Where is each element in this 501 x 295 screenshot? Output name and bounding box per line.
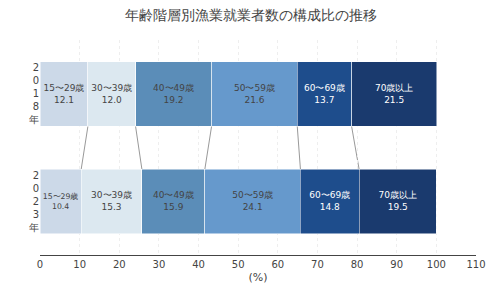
svg-text:30: 30 <box>153 259 166 270</box>
svg-text:20: 20 <box>113 259 126 270</box>
svg-text:70歳以上19.5: 70歳以上19.5 <box>378 190 416 212</box>
svg-text:15〜29歳10.4: 15〜29歳10.4 <box>43 192 79 211</box>
svg-text:70歳以上21.5: 70歳以上21.5 <box>375 83 413 105</box>
svg-text:60: 60 <box>271 259 284 270</box>
svg-text:50〜59歳21.6: 50〜59歳21.6 <box>234 83 275 105</box>
svg-text:(%): (%) <box>248 271 267 284</box>
svg-text:80: 80 <box>351 259 364 270</box>
svg-text:90: 90 <box>390 259 403 270</box>
svg-text:40〜49歳19.2: 40〜49歳19.2 <box>153 83 194 105</box>
svg-text:70: 70 <box>311 259 324 270</box>
svg-text:2023年: 2023年 <box>29 170 39 233</box>
svg-text:15〜29歳12.1: 15〜29歳12.1 <box>44 83 85 105</box>
svg-text:60〜69歳14.8: 60〜69歳14.8 <box>309 190 350 212</box>
svg-text:110: 110 <box>466 259 485 270</box>
svg-text:2018年: 2018年 <box>29 62 39 125</box>
svg-text:60〜69歳13.7: 60〜69歳13.7 <box>304 83 345 105</box>
svg-text:30〜39歳12.0: 30〜39歳12.0 <box>91 83 132 105</box>
svg-text:100: 100 <box>427 259 446 270</box>
svg-text:50〜59歳24.1: 50〜59歳24.1 <box>232 190 273 212</box>
svg-text:40〜49歳15.9: 40〜49歳15.9 <box>153 190 194 212</box>
svg-text:40: 40 <box>192 259 205 270</box>
svg-text:10: 10 <box>73 259 86 270</box>
svg-text:0: 0 <box>37 259 43 270</box>
svg-text:50: 50 <box>232 259 245 270</box>
svg-text:30〜39歳15.3: 30〜39歳15.3 <box>91 190 132 212</box>
svg-text:年齢階層別漁業就業者数の構成比の推移: 年齢階層別漁業就業者数の構成比の推移 <box>125 7 377 23</box>
